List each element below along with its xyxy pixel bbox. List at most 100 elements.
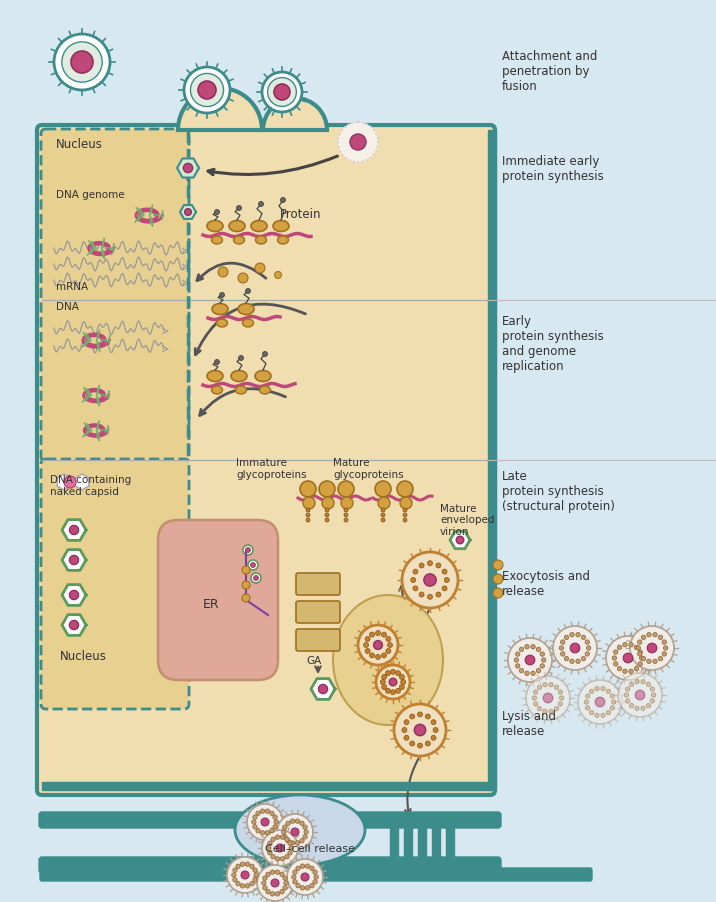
Circle shape bbox=[313, 879, 317, 884]
Circle shape bbox=[564, 657, 569, 661]
Circle shape bbox=[286, 821, 290, 825]
Circle shape bbox=[261, 809, 265, 814]
Circle shape bbox=[431, 720, 436, 724]
Circle shape bbox=[253, 575, 258, 581]
Circle shape bbox=[246, 884, 250, 888]
Circle shape bbox=[570, 643, 580, 653]
Circle shape bbox=[589, 711, 594, 715]
Circle shape bbox=[658, 657, 663, 661]
Circle shape bbox=[314, 875, 319, 879]
Polygon shape bbox=[62, 584, 86, 605]
Circle shape bbox=[584, 700, 589, 704]
Circle shape bbox=[242, 594, 250, 602]
Text: Immature
glycoproteins: Immature glycoproteins bbox=[236, 458, 306, 480]
Circle shape bbox=[338, 122, 378, 162]
Circle shape bbox=[540, 652, 544, 657]
Circle shape bbox=[381, 513, 385, 517]
Ellipse shape bbox=[243, 319, 253, 327]
Circle shape bbox=[185, 208, 191, 216]
Circle shape bbox=[276, 844, 284, 852]
Circle shape bbox=[54, 34, 110, 90]
Circle shape bbox=[508, 638, 552, 682]
Circle shape bbox=[251, 563, 256, 567]
Circle shape bbox=[400, 497, 412, 509]
Circle shape bbox=[456, 536, 464, 544]
Circle shape bbox=[262, 72, 302, 112]
Circle shape bbox=[658, 635, 663, 640]
Circle shape bbox=[404, 720, 409, 724]
Circle shape bbox=[215, 360, 220, 364]
Circle shape bbox=[617, 645, 621, 649]
Circle shape bbox=[629, 642, 633, 647]
Circle shape bbox=[291, 828, 299, 836]
Text: Cell–cell release: Cell–cell release bbox=[265, 844, 355, 854]
Circle shape bbox=[64, 476, 76, 488]
Circle shape bbox=[419, 592, 424, 597]
Circle shape bbox=[341, 497, 353, 509]
Ellipse shape bbox=[211, 236, 223, 244]
Circle shape bbox=[610, 705, 614, 710]
Circle shape bbox=[570, 659, 574, 664]
Text: DNA: DNA bbox=[56, 302, 79, 312]
Bar bbox=[432, 817, 440, 863]
Circle shape bbox=[537, 686, 542, 689]
Circle shape bbox=[301, 873, 309, 881]
Circle shape bbox=[662, 652, 667, 656]
Circle shape bbox=[338, 481, 354, 497]
Circle shape bbox=[576, 659, 580, 664]
Circle shape bbox=[258, 201, 263, 207]
Ellipse shape bbox=[212, 303, 228, 315]
Circle shape bbox=[525, 655, 535, 665]
Circle shape bbox=[310, 884, 314, 888]
Circle shape bbox=[358, 625, 398, 665]
Polygon shape bbox=[177, 159, 199, 178]
Polygon shape bbox=[450, 531, 470, 548]
Circle shape bbox=[541, 658, 546, 662]
Circle shape bbox=[285, 854, 289, 859]
Circle shape bbox=[642, 657, 646, 661]
Ellipse shape bbox=[278, 236, 289, 244]
Circle shape bbox=[425, 714, 430, 719]
Circle shape bbox=[404, 735, 409, 741]
Circle shape bbox=[525, 671, 529, 676]
Circle shape bbox=[365, 649, 370, 654]
Circle shape bbox=[614, 649, 618, 654]
Polygon shape bbox=[75, 474, 89, 490]
Circle shape bbox=[543, 683, 547, 687]
Circle shape bbox=[350, 134, 366, 150]
Circle shape bbox=[639, 656, 644, 660]
Circle shape bbox=[647, 704, 651, 708]
Circle shape bbox=[261, 880, 266, 885]
Circle shape bbox=[266, 846, 271, 851]
Text: GA: GA bbox=[306, 656, 321, 666]
Ellipse shape bbox=[207, 371, 223, 382]
Circle shape bbox=[561, 652, 565, 656]
Circle shape bbox=[365, 637, 370, 641]
Circle shape bbox=[241, 871, 249, 879]
Ellipse shape bbox=[236, 386, 246, 394]
Circle shape bbox=[634, 645, 639, 649]
Circle shape bbox=[427, 594, 432, 599]
Circle shape bbox=[380, 679, 385, 685]
Circle shape bbox=[403, 513, 407, 517]
Circle shape bbox=[246, 289, 251, 293]
Circle shape bbox=[276, 835, 280, 840]
Circle shape bbox=[69, 526, 79, 535]
Circle shape bbox=[595, 697, 605, 707]
Circle shape bbox=[303, 834, 307, 839]
Text: Nucleus: Nucleus bbox=[60, 650, 107, 663]
Text: ER: ER bbox=[203, 598, 220, 611]
Circle shape bbox=[635, 679, 639, 684]
Circle shape bbox=[636, 646, 641, 650]
Circle shape bbox=[275, 870, 280, 874]
Circle shape bbox=[586, 646, 591, 650]
Circle shape bbox=[635, 706, 639, 711]
Circle shape bbox=[378, 497, 390, 509]
Circle shape bbox=[300, 864, 305, 869]
Circle shape bbox=[276, 857, 280, 861]
Circle shape bbox=[559, 695, 563, 700]
Circle shape bbox=[401, 679, 406, 685]
Circle shape bbox=[344, 513, 348, 517]
Ellipse shape bbox=[255, 371, 271, 382]
Circle shape bbox=[374, 640, 382, 649]
